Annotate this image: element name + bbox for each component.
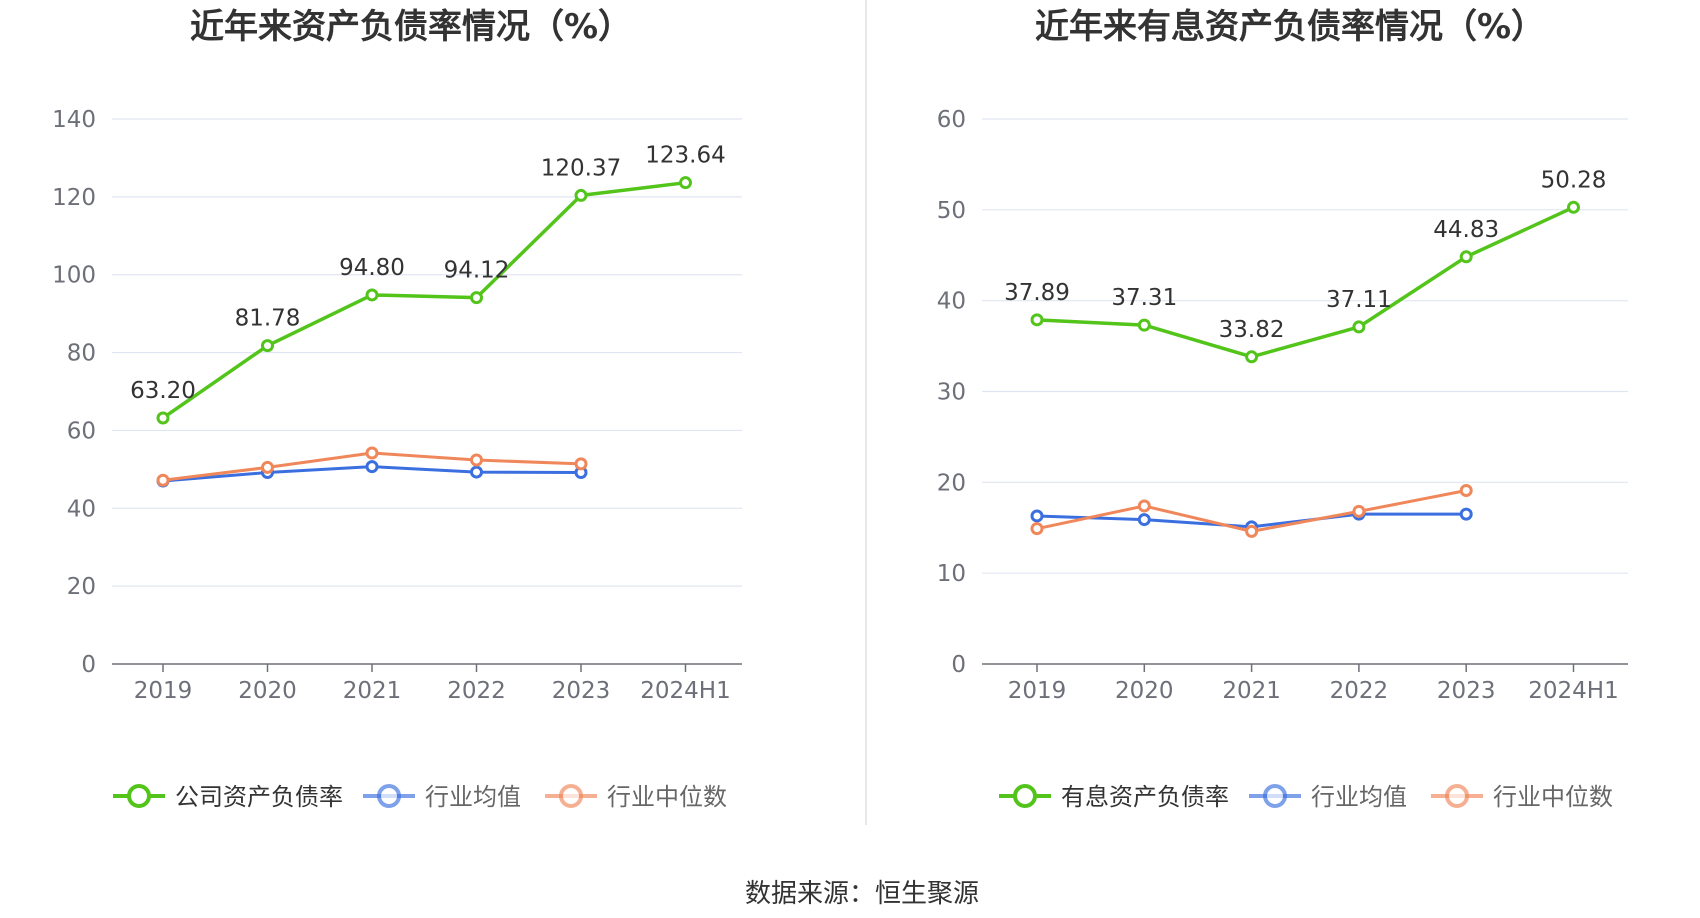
data-point [470,465,483,479]
x-tick-label: 2021 [1222,678,1281,704]
data-point [261,339,274,353]
data-label: 37.31 [1111,285,1177,311]
data-point [1137,318,1151,332]
legend-label: 行业中位数 [607,783,727,811]
data-point [365,446,379,460]
data-point [1459,250,1473,264]
data-label: 81.78 [235,306,301,332]
data-point [1030,522,1044,536]
y-tick-label: 40 [67,496,96,522]
data-source-note: 数据来源：恒生聚源 [745,879,979,909]
data-point [1459,507,1473,521]
legend-label: 行业中位数 [1493,783,1613,811]
data-point [1245,524,1259,538]
x-tick-label: 2019 [134,678,193,704]
legend-item: 公司资产负债率 [113,783,343,811]
y-tick-label: 100 [52,263,96,289]
legend-label: 公司资产负债率 [175,783,343,811]
legend-item: 有息资产负债率 [999,783,1229,811]
y-tick-label: 20 [937,470,966,496]
y-tick-label: 50 [937,198,966,224]
y-tick-label: 40 [937,289,966,315]
x-tick-label: 2020 [1115,678,1174,704]
x-tick-label: 2022 [447,678,506,704]
legend-label: 行业均值 [1311,783,1407,811]
legend-swatch-marker [1013,784,1037,808]
data-point [574,457,588,471]
x-tick-label: 2020 [238,678,297,704]
chart-panel-interest-bearing-debt-ratio: 近年来有息资产负债率情况（%） 0 10 20 30 40 50 60 2019 2020 2021… [937,7,1628,811]
data-label: 94.80 [339,255,405,281]
data-label: 33.82 [1219,317,1285,343]
chart-title: 近年来有息资产负债率情况（%） [1035,7,1545,47]
y-tick-label: 80 [67,341,96,367]
data-point [365,460,379,474]
data-point [156,411,170,425]
x-tick-label: 2021 [343,678,402,704]
y-tick-label: 120 [52,185,96,211]
x-tick-label: 2023 [552,678,611,704]
chart-title: 近年来资产负债率情况（%） [190,7,632,47]
data-label: 123.64 [645,143,725,169]
legend-label: 行业均值 [425,783,521,811]
legend-swatch-marker [559,784,583,808]
data-label: 44.83 [1433,217,1499,243]
data-label: 50.28 [1541,167,1607,193]
y-tick-label: 60 [937,107,966,133]
legend-item: 行业均值 [1249,783,1407,811]
y-tick-label: 10 [937,561,966,587]
y-tick-label: 0 [81,652,96,678]
data-label: 94.12 [444,258,510,284]
data-point [1245,350,1259,364]
legend-item: 行业均值 [363,783,521,811]
x-tick-label: 2023 [1437,678,1496,704]
x-tick-label: 2024H1 [640,678,730,704]
data-point [1030,509,1044,523]
data-point [470,291,483,305]
data-point [365,288,379,302]
data-point [1459,484,1473,498]
y-tick-label: 0 [951,652,966,678]
legend-item: 行业中位数 [1431,783,1613,811]
data-point [679,176,692,190]
data-point [470,453,483,467]
data-point [1030,313,1044,327]
data-label: 37.89 [1004,280,1070,306]
data-point [1352,504,1366,518]
legend-swatch-marker [1263,784,1287,808]
data-point [1137,513,1151,527]
data-point [574,188,588,202]
y-tick-label: 60 [67,418,96,444]
data-point [156,473,170,487]
data-point [1137,499,1151,513]
x-tick-label: 2019 [1008,678,1067,704]
data-point [1352,320,1366,334]
legend-swatch-marker [127,784,151,808]
series-line [162,180,686,420]
y-tick-label: 30 [937,380,966,406]
y-tick-label: 140 [52,107,96,133]
x-tick-label: 2024H1 [1528,678,1618,704]
x-tick-label: 2022 [1330,678,1389,704]
legend-swatch-marker [377,784,401,808]
chart-panel-debt-ratio: 近年来资产负债率情况（%） 0 20 40 60 80 100 120 140 2019 2020 2… [52,7,742,811]
data-label: 37.11 [1326,287,1392,313]
data-point [1567,200,1580,214]
series-line [1036,205,1575,359]
data-label: 63.20 [130,378,196,404]
data-point [261,460,274,474]
legend-label: 有息资产负债率 [1061,783,1229,811]
data-label: 120.37 [541,155,621,181]
legend-item: 行业中位数 [545,783,727,811]
y-tick-label: 20 [67,574,96,600]
legend-swatch-marker [1445,784,1469,808]
